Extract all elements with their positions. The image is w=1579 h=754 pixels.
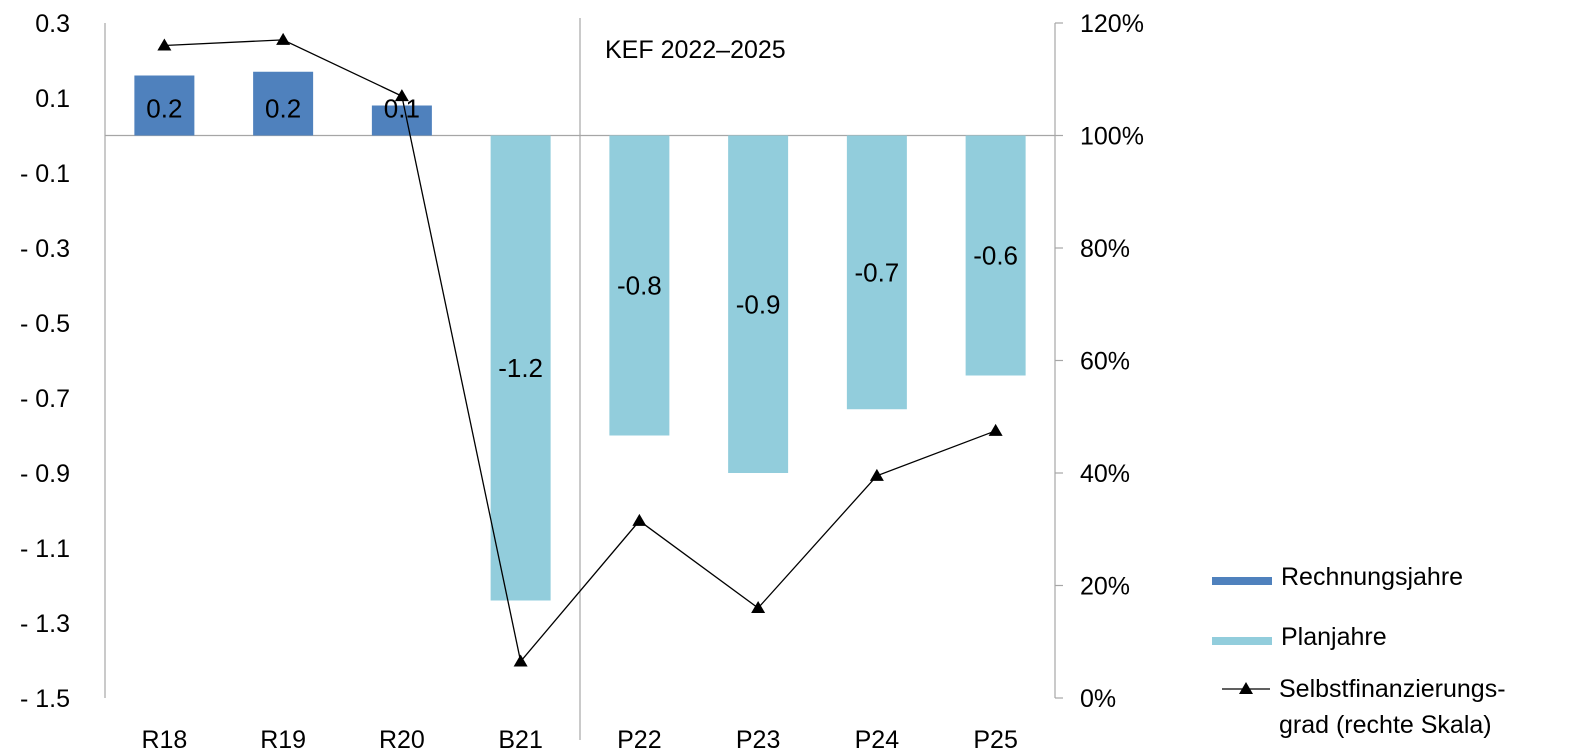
x-tick-label: P25 bbox=[973, 726, 1017, 754]
y-right-tick-label: 20% bbox=[1080, 573, 1130, 601]
bar bbox=[134, 75, 195, 136]
x-tick-label: P23 bbox=[736, 726, 780, 754]
line-point-marker bbox=[988, 423, 1003, 436]
line-point-marker bbox=[869, 468, 884, 481]
x-tick-label: R19 bbox=[260, 726, 306, 754]
tick-labels: 0.3 0.1 - 0.1 - 0.3 - 0.5 - 0.7 - 0.9 - 1.1 - 1.… bbox=[20, 10, 1144, 754]
x-tick-label: B21 bbox=[498, 726, 542, 754]
line-point-marker bbox=[632, 513, 647, 526]
legend-swatch bbox=[1212, 577, 1272, 585]
y-left-tick-label: - 0.1 bbox=[20, 160, 70, 188]
y-right-tick-label: 120% bbox=[1080, 10, 1144, 38]
legend: Rechnungsjahre Planjahre Selbstfinanzierun… bbox=[1212, 563, 1506, 739]
y-left-tick-label: - 1.3 bbox=[20, 610, 70, 638]
x-tick-label: R18 bbox=[141, 726, 187, 754]
bar bbox=[253, 71, 314, 136]
y-right-tick-label: 40% bbox=[1080, 460, 1130, 488]
y-left-tick-label: - 0.5 bbox=[20, 310, 70, 338]
legend-label: Rechnungsjahre bbox=[1281, 563, 1463, 591]
data-label: -1.2 bbox=[498, 353, 543, 383]
y-left-tick-label: 0.1 bbox=[35, 85, 70, 113]
axes bbox=[104, 18, 1063, 740]
bar bbox=[490, 135, 551, 601]
y-left-tick-label: - 0.7 bbox=[20, 385, 70, 413]
y-right-tick-label: 80% bbox=[1080, 235, 1130, 263]
data-label: -0.6 bbox=[973, 241, 1018, 271]
y-right-tick-label: 60% bbox=[1080, 348, 1130, 376]
y-left-tick-label: - 0.3 bbox=[20, 235, 70, 263]
x-tick-label: P24 bbox=[855, 726, 900, 754]
y-left-tick-label: - 1.1 bbox=[20, 535, 70, 563]
y-left-tick-label: 0.3 bbox=[35, 10, 70, 38]
x-tick-label: R20 bbox=[379, 726, 425, 754]
data-label: -0.9 bbox=[736, 289, 781, 319]
legend-label: Planjahre bbox=[1281, 623, 1387, 651]
line-point-marker bbox=[276, 32, 291, 45]
legend-swatch bbox=[1212, 637, 1272, 645]
data-label: 0.1 bbox=[384, 94, 420, 124]
bars bbox=[134, 71, 1026, 601]
line-series bbox=[157, 32, 1003, 667]
y-right-tick-label: 100% bbox=[1080, 123, 1144, 151]
y-left-tick-label: - 0.9 bbox=[20, 460, 70, 488]
data-label: 0.2 bbox=[146, 94, 182, 124]
chart-annotation: KEF 2022–2025 bbox=[605, 36, 786, 64]
line-point-marker bbox=[513, 654, 528, 667]
data-labels: 0.2 0.2 0.1 -1.2 -0.8 -0.9 -0.7 -0.6 bbox=[146, 94, 1018, 384]
data-label: -0.8 bbox=[617, 271, 662, 301]
legend-line-marker bbox=[1239, 682, 1253, 694]
line-point-marker bbox=[157, 38, 172, 51]
bar bbox=[371, 105, 432, 136]
bar bbox=[728, 135, 789, 473]
bar bbox=[965, 135, 1026, 376]
bar bbox=[846, 135, 907, 410]
bar bbox=[609, 135, 670, 436]
line-path bbox=[164, 39, 996, 663]
legend-label: Selbstfinanzierungs- bbox=[1279, 675, 1506, 703]
line-point-marker bbox=[751, 601, 766, 613]
line-point-marker bbox=[394, 89, 409, 102]
x-tick-label: P22 bbox=[617, 726, 661, 754]
y-right-tick-label: 0% bbox=[1080, 685, 1116, 713]
data-label: 0.2 bbox=[265, 94, 301, 124]
y-left-tick-label: - 1.5 bbox=[20, 685, 70, 713]
data-label: -0.7 bbox=[854, 257, 899, 287]
legend-label: grad (rechte Skala) bbox=[1279, 711, 1492, 739]
